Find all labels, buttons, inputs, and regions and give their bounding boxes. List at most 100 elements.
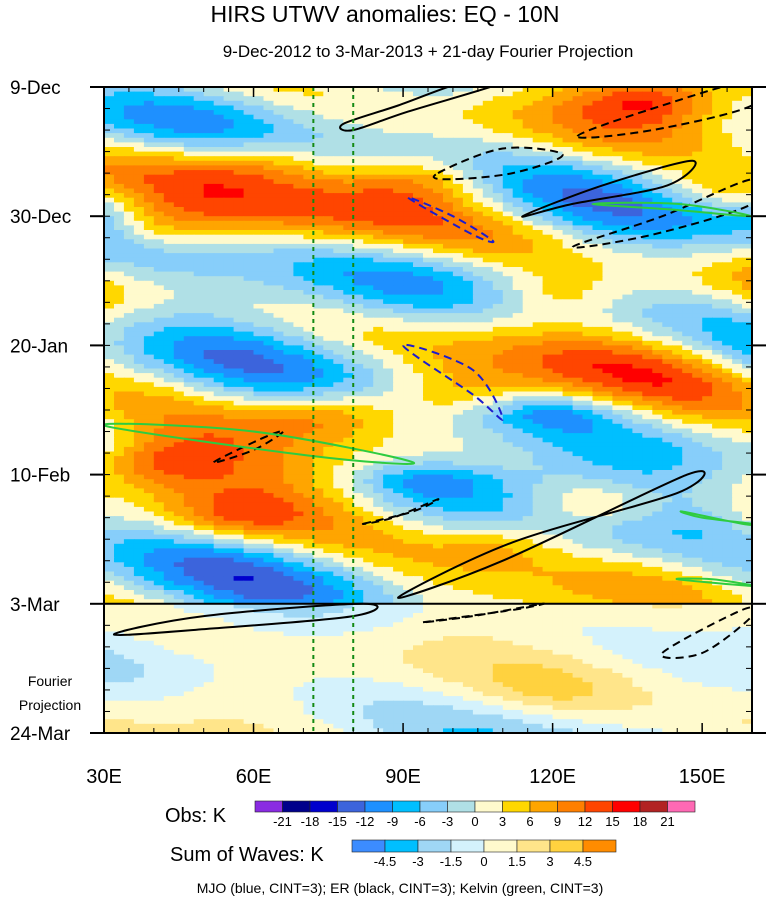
anomaly-cell bbox=[702, 253, 713, 259]
anomaly-cell bbox=[732, 373, 743, 379]
anomaly-cell bbox=[732, 290, 743, 296]
anomaly-cell bbox=[702, 294, 713, 300]
anomaly-cell bbox=[742, 239, 752, 245]
anomaly-cell bbox=[353, 267, 364, 273]
anomaly-cell bbox=[712, 345, 723, 351]
anomaly-cell bbox=[642, 290, 653, 296]
anomaly-cell bbox=[582, 248, 594, 254]
anomaly-cell bbox=[313, 433, 324, 439]
anomaly-cell bbox=[283, 147, 294, 153]
anomaly-cell bbox=[253, 220, 265, 226]
anomaly-cell bbox=[532, 368, 544, 374]
anomaly-cell bbox=[413, 331, 424, 337]
anomaly-cell bbox=[692, 359, 703, 365]
anomaly-cell bbox=[542, 91, 554, 97]
anomaly-cell bbox=[303, 276, 314, 282]
anomaly-cell bbox=[582, 317, 594, 323]
anomaly-cell bbox=[712, 405, 723, 411]
anomaly-cell bbox=[173, 156, 185, 162]
anomaly-cell bbox=[443, 276, 454, 282]
anomaly-cell bbox=[472, 326, 484, 333]
anomaly-cell bbox=[472, 100, 484, 106]
anomaly-cell bbox=[114, 100, 125, 106]
anomaly-cell bbox=[562, 96, 574, 102]
anomaly-cell bbox=[462, 267, 474, 273]
anomaly-cell bbox=[333, 257, 344, 263]
anomaly-cell bbox=[383, 234, 394, 240]
anomaly-cell bbox=[682, 123, 693, 130]
anomaly-cell bbox=[642, 100, 653, 106]
anomaly-cell bbox=[662, 303, 673, 310]
anomaly-cell bbox=[243, 414, 255, 420]
anomaly-cell bbox=[323, 419, 334, 425]
anomaly-cell bbox=[193, 105, 205, 111]
anomaly-cell bbox=[283, 142, 294, 148]
anomaly-cell bbox=[552, 170, 564, 176]
anomaly-cell bbox=[353, 119, 364, 125]
anomaly-cell bbox=[443, 271, 454, 277]
anomaly-cell bbox=[263, 216, 275, 222]
anomaly-cell bbox=[343, 303, 354, 310]
anomaly-cell bbox=[492, 137, 504, 143]
anomaly-cell bbox=[123, 299, 135, 305]
anomaly-cell bbox=[542, 308, 554, 314]
anomaly-cell bbox=[572, 400, 584, 406]
anomaly-cell bbox=[183, 239, 195, 245]
anomaly-cell bbox=[433, 303, 444, 310]
anomaly-cell bbox=[682, 345, 693, 351]
anomaly-cell bbox=[403, 197, 414, 203]
anomaly-cell bbox=[153, 350, 165, 356]
anomaly-cell bbox=[592, 382, 604, 388]
anomaly-cell bbox=[532, 174, 544, 180]
anomaly-cell bbox=[223, 331, 235, 337]
anomaly-cell bbox=[443, 225, 454, 231]
anomaly-cell bbox=[702, 317, 713, 323]
anomaly-cell bbox=[562, 386, 574, 393]
anomaly-cell bbox=[163, 308, 175, 314]
anomaly-cell bbox=[443, 174, 454, 180]
anomaly-cell bbox=[502, 391, 514, 397]
anomaly-cell bbox=[452, 197, 464, 203]
anomaly-cell bbox=[213, 133, 225, 139]
anomaly-cell bbox=[293, 137, 304, 143]
anomaly-cell bbox=[253, 234, 265, 240]
anomaly-cell bbox=[552, 220, 564, 226]
anomaly-cell bbox=[712, 368, 723, 374]
anomaly-cell bbox=[472, 331, 484, 337]
anomaly-cell bbox=[243, 234, 255, 240]
anomaly-cell bbox=[323, 230, 334, 236]
anomaly-cell bbox=[532, 345, 544, 351]
anomaly-cell bbox=[323, 414, 334, 420]
anomaly-cell bbox=[313, 285, 324, 291]
anomaly-cell bbox=[622, 340, 633, 346]
anomaly-cell bbox=[223, 373, 235, 379]
anomaly-cell bbox=[373, 303, 384, 310]
anomaly-cell bbox=[213, 239, 225, 245]
anomaly-cell bbox=[263, 396, 275, 402]
anomaly-cell bbox=[632, 220, 643, 226]
anomaly-cell bbox=[452, 326, 464, 333]
anomaly-cell bbox=[313, 137, 324, 143]
anomaly-cell bbox=[393, 156, 404, 162]
anomaly-cell bbox=[542, 248, 554, 254]
anomaly-cell bbox=[443, 308, 454, 314]
anomaly-cell bbox=[183, 128, 195, 134]
anomaly-cell bbox=[702, 174, 713, 180]
anomaly-cell bbox=[143, 386, 155, 393]
anomaly-cell bbox=[482, 377, 494, 383]
anomaly-cell bbox=[333, 410, 344, 416]
anomaly-cell bbox=[313, 160, 324, 166]
anomaly-cell bbox=[193, 243, 205, 250]
anomaly-cell bbox=[722, 207, 733, 213]
anomaly-cell bbox=[632, 207, 643, 213]
anomaly-cell bbox=[263, 183, 275, 190]
anomaly-cell bbox=[383, 271, 394, 277]
anomaly-cell bbox=[143, 207, 155, 213]
anomaly-cell bbox=[722, 183, 733, 190]
anomaly-cell bbox=[393, 183, 404, 190]
anomaly-cell bbox=[443, 313, 454, 319]
anomaly-cell bbox=[383, 285, 394, 291]
anomaly-cell bbox=[233, 151, 245, 157]
anomaly-cell bbox=[572, 262, 584, 268]
anomaly-cell bbox=[163, 396, 175, 402]
